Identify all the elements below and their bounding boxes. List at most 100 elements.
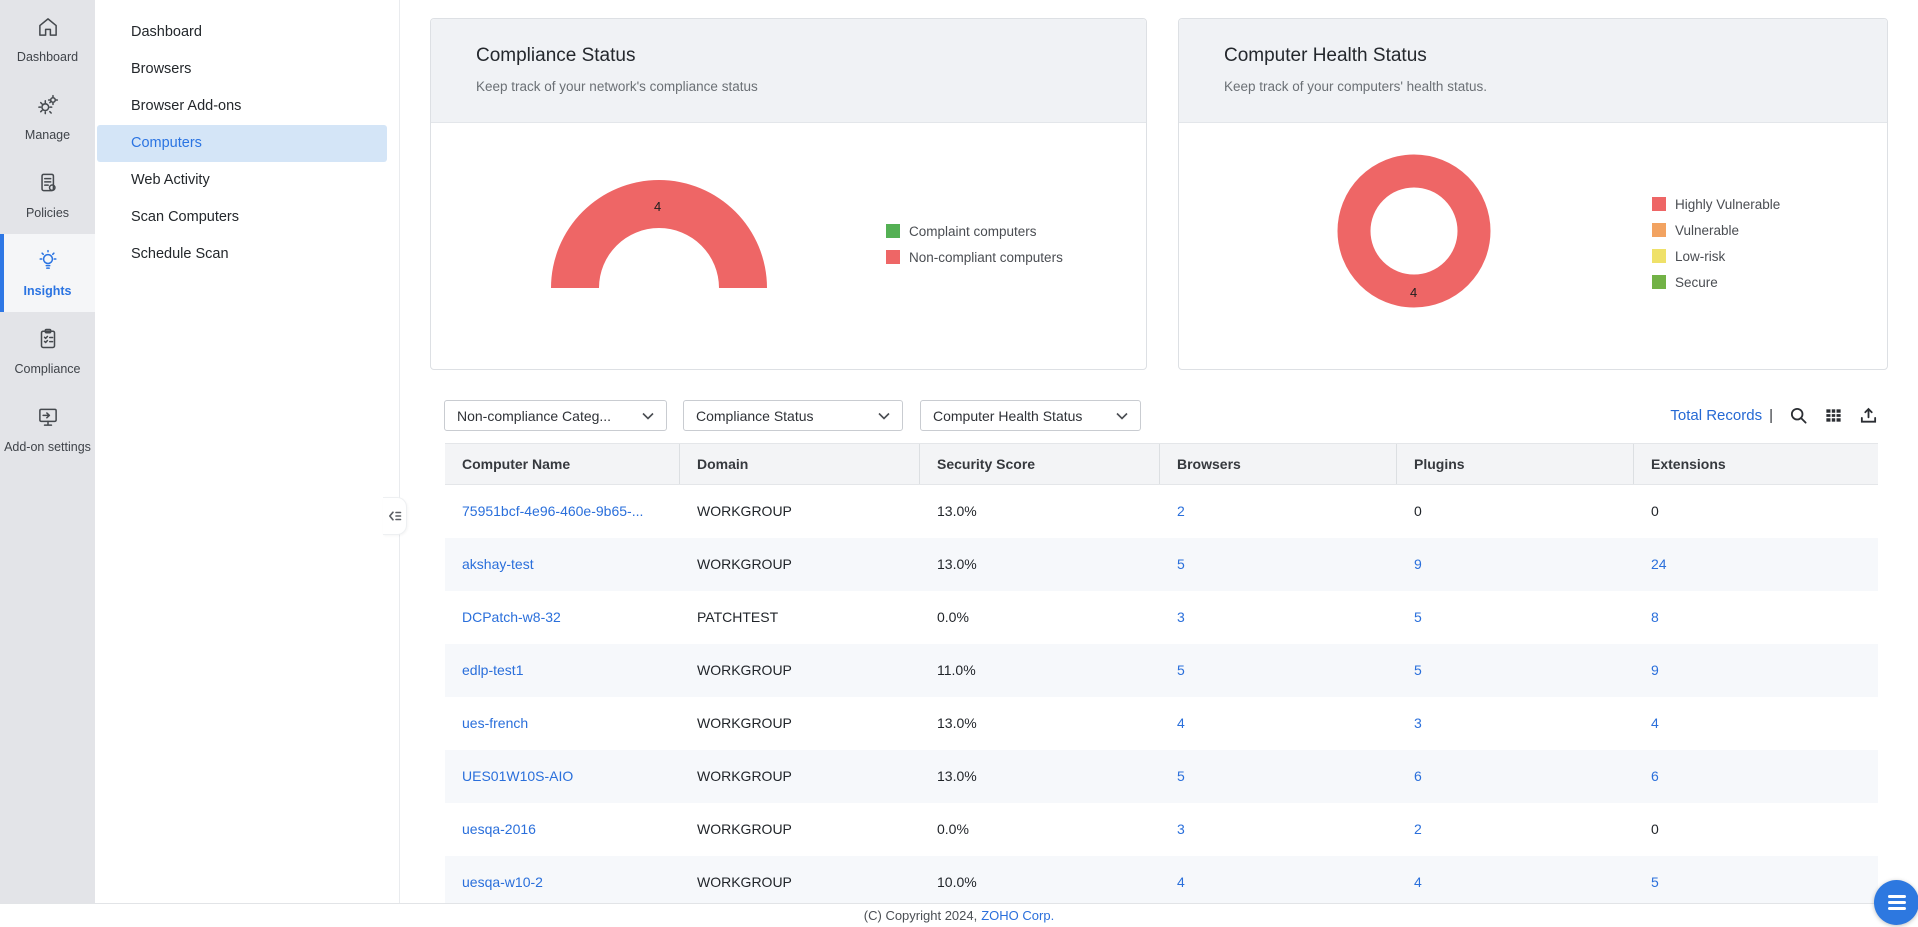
link-computer-name[interactable]: uesqa-2016: [462, 821, 536, 837]
sidebar-item-computers[interactable]: Computers: [97, 125, 387, 162]
link-extensions[interactable]: 24: [1651, 556, 1667, 572]
link-plugins[interactable]: 5: [1414, 609, 1422, 625]
link-plugins[interactable]: 9: [1414, 556, 1422, 572]
filter-computer-health-status-dropdown[interactable]: Computer Health Status: [920, 400, 1141, 431]
value-security-score: 13.0%: [937, 503, 977, 519]
card-title: Compliance Status: [476, 45, 636, 66]
cell-domain: WORKGROUP: [680, 856, 920, 909]
column-header-domain[interactable]: Domain: [680, 444, 920, 484]
lightbulb-icon: [35, 248, 61, 279]
link-browsers[interactable]: 4: [1177, 715, 1185, 731]
cell-computer-name: uesqa-w10-2: [445, 856, 680, 909]
link-extensions[interactable]: 5: [1651, 874, 1659, 890]
cell-computer-name: ues-french: [445, 697, 680, 750]
link-plugins[interactable]: 3: [1414, 715, 1422, 731]
sidebar-item-browsers[interactable]: Browsers: [131, 61, 192, 77]
link-computer-name[interactable]: akshay-test: [462, 556, 534, 572]
link-computer-name[interactable]: edlp-test1: [462, 662, 524, 678]
floating-menu-button[interactable]: [1874, 880, 1918, 925]
export-icon[interactable]: [1858, 405, 1878, 425]
card-subtitle: Keep track of your computers' health sta…: [1224, 79, 1487, 94]
value-extensions: 0: [1651, 503, 1659, 519]
link-extensions[interactable]: 4: [1651, 715, 1659, 731]
sidebar-item-schedule-scan[interactable]: Schedule Scan: [131, 246, 229, 262]
total-records-link[interactable]: Total Records: [1670, 406, 1763, 424]
cell-browsers: 5: [1160, 644, 1397, 697]
rail-item-label: Dashboard: [16, 49, 79, 64]
value-domain: PATCHTEST: [697, 609, 779, 625]
rail-item-addon-settings[interactable]: Add-on settings: [0, 390, 95, 468]
link-plugins[interactable]: 2: [1414, 821, 1422, 837]
link-extensions[interactable]: 9: [1651, 662, 1659, 678]
link-extensions[interactable]: 6: [1651, 768, 1659, 784]
cell-extensions: 24: [1634, 538, 1878, 591]
column-header-security-score[interactable]: Security Score: [920, 444, 1160, 484]
link-plugins[interactable]: 5: [1414, 662, 1422, 678]
search-icon[interactable]: [1788, 405, 1808, 425]
link-plugins[interactable]: 4: [1414, 874, 1422, 890]
legend-swatch: [1652, 223, 1666, 237]
cell-domain: WORKGROUP: [680, 644, 920, 697]
column-header-computer-name[interactable]: Computer Name: [445, 444, 680, 484]
link-browsers[interactable]: 3: [1177, 821, 1185, 837]
cell-computer-name: 75951bcf-4e96-460e-9b65-...: [445, 485, 680, 538]
filter-noncompliance-category-dropdown[interactable]: Non-compliance Categ...: [444, 400, 667, 431]
cell-browsers: 5: [1160, 750, 1397, 803]
cell-domain: WORKGROUP: [680, 803, 920, 856]
link-browsers[interactable]: 5: [1177, 768, 1185, 784]
table-row: edlp-test1 WORKGROUP 11.0% 5 5 9: [445, 644, 1878, 697]
link-computer-name[interactable]: 75951bcf-4e96-460e-9b65-...: [462, 503, 644, 519]
rail-item-dashboard[interactable]: Dashboard: [0, 0, 95, 78]
column-header-extensions[interactable]: Extensions: [1651, 456, 1726, 472]
column-header-browsers[interactable]: Browsers: [1160, 444, 1397, 484]
value-domain: WORKGROUP: [697, 556, 792, 572]
collapse-sidebar-toggle[interactable]: [383, 497, 407, 535]
chevron-down-icon: [642, 412, 654, 420]
value-security-score: 13.0%: [937, 556, 977, 572]
link-browsers[interactable]: 5: [1177, 556, 1185, 572]
link-computer-name[interactable]: uesqa-w10-2: [462, 874, 543, 890]
card-body: 4 Complaint computers Non-compliant comp…: [431, 123, 1146, 369]
link-browsers[interactable]: 4: [1177, 874, 1185, 890]
compliance-gauge-chart: 4: [551, 180, 767, 288]
sidebar-item-dashboard[interactable]: Dashboard: [131, 24, 202, 40]
value-security-score: 13.0%: [937, 768, 977, 784]
legend-swatch: [886, 250, 900, 264]
card-header: Computer Health Status Keep track of you…: [1179, 19, 1887, 123]
health-donut-chart: 4: [1337, 154, 1491, 308]
link-computer-name[interactable]: UES01W10S-AIO: [462, 768, 574, 784]
cell-security-score: 13.0%: [920, 697, 1160, 750]
sidebar-item-web-activity[interactable]: Web Activity: [131, 172, 210, 188]
rail-item-insights[interactable]: Insights: [0, 234, 95, 312]
table-view-icon[interactable]: [1823, 405, 1843, 425]
column-header-plugins[interactable]: Plugins: [1397, 444, 1634, 484]
link-computer-name[interactable]: ues-french: [462, 715, 529, 731]
value-plugins: 0: [1414, 503, 1422, 519]
compliance-status-card: Compliance Status Keep track of your net…: [430, 18, 1147, 370]
cell-browsers: 3: [1160, 591, 1397, 644]
zoho-corp-link[interactable]: ZOHO Corp.: [981, 908, 1055, 923]
cell-extensions: 0: [1634, 803, 1878, 856]
link-browsers[interactable]: 3: [1177, 609, 1185, 625]
legend-swatch: [1652, 275, 1666, 289]
rail-item-manage[interactable]: Manage: [0, 78, 95, 156]
cell-domain: PATCHTEST: [680, 591, 920, 644]
link-browsers[interactable]: 2: [1177, 503, 1185, 519]
table-row: 75951bcf-4e96-460e-9b65-... WORKGROUP 13.0…: [445, 485, 1878, 538]
rail-item-compliance[interactable]: Compliance: [0, 312, 95, 390]
link-plugins[interactable]: 6: [1414, 768, 1422, 784]
rail-item-policies[interactable]: Policies: [0, 156, 95, 234]
value-security-score: 0.0%: [937, 609, 969, 625]
cell-computer-name: akshay-test: [445, 538, 680, 591]
link-computer-name[interactable]: DCPatch-w8-32: [462, 609, 561, 625]
home-icon: [35, 14, 61, 45]
policies-icon: [35, 170, 61, 201]
sidebar-item-scan-computers[interactable]: Scan Computers: [131, 209, 239, 225]
link-extensions[interactable]: 8: [1651, 609, 1659, 625]
value-domain: WORKGROUP: [697, 768, 792, 784]
collapse-panel-icon: [388, 511, 401, 521]
link-browsers[interactable]: 5: [1177, 662, 1185, 678]
sidebar-item-browser-addons[interactable]: Browser Add-ons: [131, 98, 242, 114]
filter-compliance-status-dropdown[interactable]: Compliance Status: [683, 400, 903, 431]
